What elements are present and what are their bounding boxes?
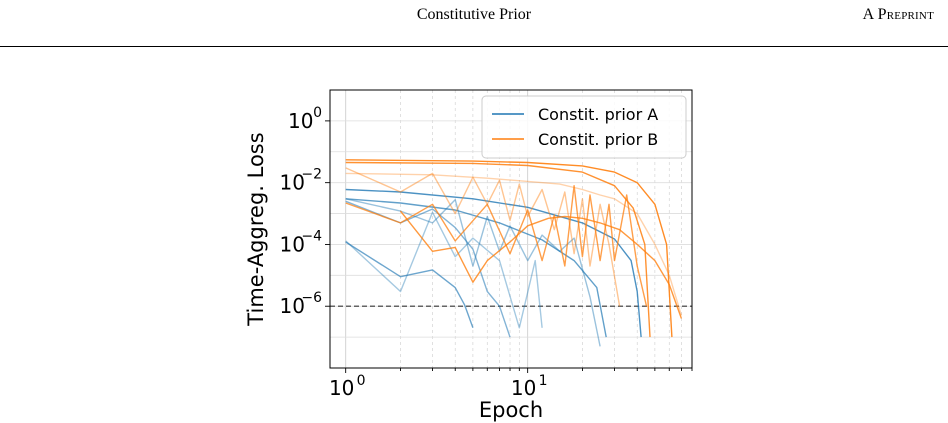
y-tick-exponent: −4	[301, 228, 322, 244]
series-b-line-11	[345, 172, 683, 316]
series-b-line-10	[345, 167, 621, 307]
preprint-label: A Preprint	[862, 6, 934, 23]
y-tick-label: 10	[280, 232, 305, 256]
x-axis-label: Epoch	[479, 398, 543, 422]
y-tick-exponent: 0	[313, 105, 322, 121]
x-tick-label: 10	[511, 376, 536, 400]
series-a-line-0	[345, 188, 642, 338]
series-lines	[345, 159, 683, 347]
x-tick-exponent: 1	[539, 373, 548, 389]
series-a-line-4	[345, 241, 474, 329]
legend: Constit. prior A Constit. prior B	[481, 95, 687, 159]
y-tick-label: 10	[280, 294, 305, 318]
series-b-line-9	[399, 210, 683, 319]
legend-label: Constit. prior A	[538, 105, 658, 124]
x-tick-label: 10	[329, 376, 354, 400]
series-b-line-6	[345, 159, 673, 338]
y-tick-label: 10	[280, 171, 305, 195]
legend-box	[481, 95, 687, 159]
page-header: Constitutive Prior A Preprint	[0, 0, 948, 48]
y-tick-label: 10	[288, 109, 313, 133]
plot-frame	[329, 89, 693, 369]
y-tick-exponent: −2	[301, 167, 322, 183]
series-b-line-7	[345, 161, 651, 338]
y-axis-label: Time-Aggreg. Loss	[244, 132, 268, 326]
series-a-line-3	[345, 211, 543, 329]
series-b-line-8	[345, 184, 648, 307]
x-tick-exponent: 0	[357, 373, 366, 389]
series-a-line-1	[345, 198, 607, 338]
legend-label: Constit. prior B	[538, 130, 658, 149]
y-tick-exponent: −6	[301, 290, 322, 306]
header-rule	[0, 46, 948, 47]
series-a-line-5	[345, 198, 601, 347]
running-title: Constitutive Prior	[416, 6, 532, 23]
